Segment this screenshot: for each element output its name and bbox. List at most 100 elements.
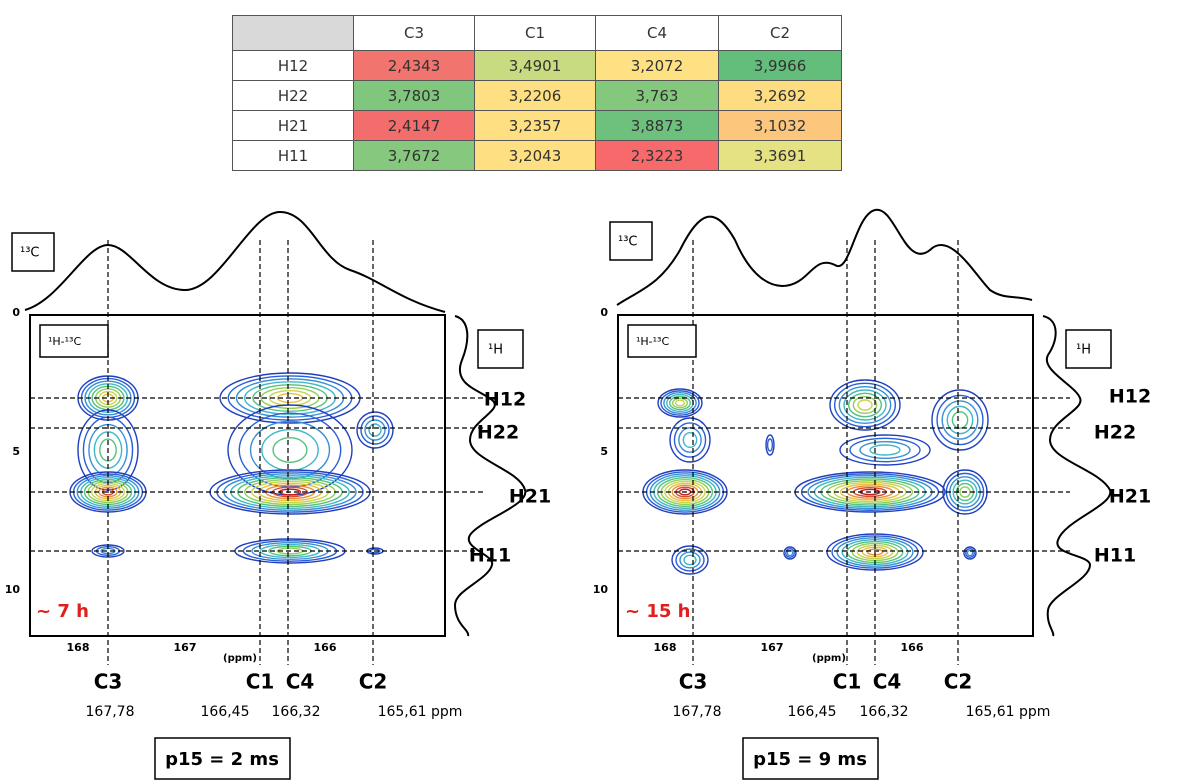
contour bbox=[679, 551, 701, 569]
table-cell: 3,7672 bbox=[353, 140, 475, 171]
proton-box-label: ¹H bbox=[1076, 343, 1091, 358]
contour bbox=[859, 440, 911, 460]
contour bbox=[683, 554, 697, 566]
label-box bbox=[609, 221, 653, 261]
contour bbox=[657, 388, 703, 418]
contour bbox=[765, 434, 775, 456]
x-tick-label: 168 bbox=[654, 641, 677, 654]
proton-label: H22 bbox=[477, 422, 519, 444]
y-tick-label: 10 bbox=[5, 583, 21, 596]
carbon-shift: 166,32 bbox=[272, 704, 321, 720]
contour bbox=[951, 411, 969, 429]
column-header: C3 bbox=[353, 15, 475, 51]
contour bbox=[673, 422, 707, 458]
table-cell: 3,2043 bbox=[474, 140, 596, 171]
contour bbox=[952, 479, 978, 505]
proton-label: H22 bbox=[1094, 422, 1136, 444]
contour bbox=[852, 395, 878, 415]
contour bbox=[857, 399, 873, 411]
y-tick-label: 5 bbox=[600, 445, 608, 458]
carbon-shift: 166,45 bbox=[201, 704, 250, 720]
carbon-name: C3 bbox=[679, 670, 708, 694]
contour bbox=[663, 392, 697, 414]
proton-label: H12 bbox=[484, 389, 526, 411]
projection-label: ¹³C bbox=[20, 246, 40, 261]
corr-label: ¹H-¹³C bbox=[48, 335, 81, 348]
carbon-shift: 165,61 ppm bbox=[966, 704, 1051, 720]
time-label: ~ 15 h bbox=[625, 601, 690, 622]
table-cell: 3,1032 bbox=[718, 110, 842, 141]
y-tick-label: 10 bbox=[593, 583, 609, 596]
contour bbox=[272, 437, 308, 463]
contour bbox=[946, 405, 974, 435]
projection-label: ¹³C bbox=[618, 235, 638, 250]
carbon-name: C1 bbox=[246, 670, 275, 694]
p15-box bbox=[742, 737, 879, 780]
contour bbox=[671, 397, 689, 409]
contour bbox=[674, 399, 686, 407]
carbon-projection bbox=[616, 208, 1033, 306]
corr-label: ¹H-¹³C bbox=[636, 335, 669, 348]
proton-label: H12 bbox=[1109, 386, 1151, 408]
contour bbox=[839, 434, 931, 466]
contour bbox=[249, 420, 331, 480]
corner-cell bbox=[232, 15, 354, 51]
proton-projection bbox=[1042, 315, 1112, 637]
carbon-name: C4 bbox=[873, 670, 902, 694]
contour bbox=[766, 438, 774, 452]
contour bbox=[869, 444, 901, 456]
carbon-name: C1 bbox=[833, 670, 862, 694]
contour bbox=[829, 379, 901, 431]
x-tick-label: 168 bbox=[67, 641, 90, 654]
table-cell: 2,4343 bbox=[353, 50, 475, 81]
carbon-shift: 166,32 bbox=[860, 704, 909, 720]
carbon-name: C4 bbox=[286, 670, 315, 694]
contour bbox=[941, 400, 979, 440]
x-tick-label: 167 bbox=[174, 641, 197, 654]
x-tick-label: 166 bbox=[901, 641, 924, 654]
label-box bbox=[1065, 329, 1112, 369]
contour bbox=[660, 390, 700, 416]
proton-projection bbox=[453, 315, 527, 637]
contour bbox=[669, 395, 691, 411]
table-cell: 3,4901 bbox=[474, 50, 596, 81]
table-cell: 2,3223 bbox=[595, 140, 719, 171]
contour bbox=[963, 546, 977, 560]
label-box bbox=[627, 324, 697, 358]
carbon-projection bbox=[24, 210, 446, 313]
contour bbox=[843, 389, 887, 421]
table-cell: 3,2206 bbox=[474, 80, 596, 111]
unit-label: (ppm) bbox=[223, 653, 257, 664]
unit-label: (ppm) bbox=[812, 653, 846, 664]
table-row: H11 3,7672 3,2043 2,3223 3,3691 bbox=[232, 140, 842, 171]
spectrum-frame bbox=[617, 314, 1034, 637]
proton-label: H21 bbox=[509, 486, 551, 508]
carbon-shift: 167,78 bbox=[673, 704, 722, 720]
label-box bbox=[11, 232, 55, 272]
table-cell: 3,7803 bbox=[353, 80, 475, 111]
contour bbox=[368, 423, 382, 437]
table: C3 C1 C4 C2 H12 2,4343 3,4901 3,2072 3,9966 H22 3,… bbox=[232, 15, 842, 171]
table-cell: 3,2072 bbox=[595, 50, 719, 81]
carbon-shift: 165,61 ppm bbox=[378, 704, 463, 720]
y-tick-label: 5 bbox=[12, 445, 20, 458]
contour bbox=[675, 548, 705, 572]
contour bbox=[783, 546, 797, 560]
label-box bbox=[39, 324, 109, 358]
proton-label: H11 bbox=[469, 545, 511, 567]
table-cell: 2,4147 bbox=[353, 110, 475, 141]
table-cell: 3,763 bbox=[595, 80, 719, 111]
table-row: H22 3,7803 3,2206 3,763 3,2692 bbox=[232, 80, 842, 111]
contour bbox=[656, 476, 714, 508]
table-row: H12 2,4343 3,4901 3,2072 3,9966 bbox=[232, 50, 842, 81]
carbon-shift: 167,78 bbox=[86, 704, 135, 720]
proton-box-label: ¹H bbox=[488, 343, 503, 358]
contour bbox=[682, 431, 698, 449]
label-box bbox=[477, 329, 524, 369]
contour bbox=[965, 548, 975, 558]
y-tick-label: 0 bbox=[12, 306, 20, 319]
table-cell: 3,2357 bbox=[474, 110, 596, 141]
contour bbox=[364, 419, 386, 441]
